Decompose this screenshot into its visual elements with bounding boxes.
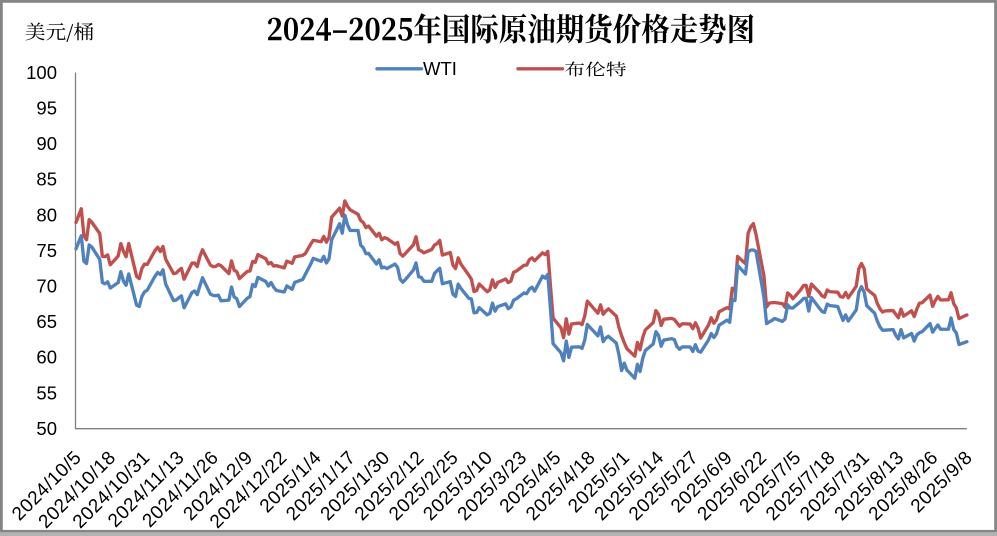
svg-text:60: 60 [36,347,57,368]
svg-text:WTI: WTI [423,58,457,79]
svg-text:70: 70 [36,276,57,297]
svg-text:55: 55 [36,382,57,403]
svg-text:80: 80 [36,204,57,225]
svg-text:95: 95 [36,98,57,119]
svg-text:75: 75 [36,240,57,261]
svg-text:65: 65 [36,311,57,332]
svg-text:100: 100 [26,62,57,83]
svg-text:85: 85 [36,169,57,190]
svg-text:50: 50 [36,418,57,439]
svg-text:90: 90 [36,133,57,154]
